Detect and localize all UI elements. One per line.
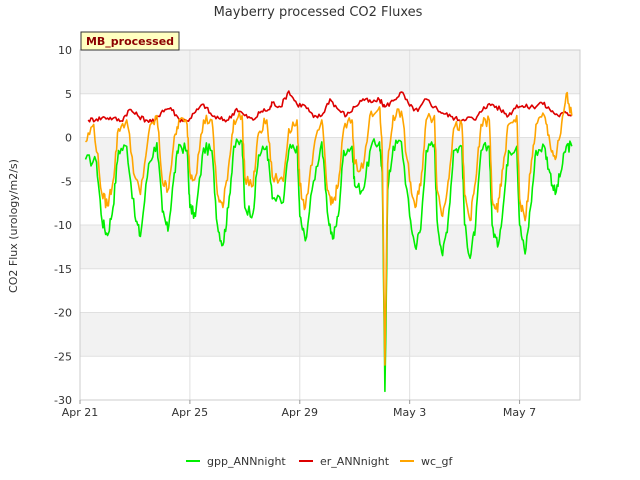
x-tick-labels: Apr 21 Apr 25 Apr 29 May 3 May 7 — [62, 400, 536, 419]
plot-band — [80, 312, 580, 357]
x-tick-label: Apr 21 — [62, 406, 99, 419]
legend-label: wc_gf — [421, 455, 454, 468]
tag-label-box: MB_processed — [80, 31, 180, 51]
x-tick-label: May 7 — [503, 406, 536, 419]
series-line-gpp_ANNnight — [84, 138, 573, 393]
series-lines — [84, 90, 573, 393]
series-line-er_ANNnight — [87, 90, 573, 123]
y-axis-label: CO2 Flux (urology/m2/s) — [7, 159, 20, 293]
plot-frame — [79, 49, 581, 401]
plot-band — [80, 137, 580, 182]
x-tick-label: May 3 — [393, 406, 426, 419]
x-tick-label: Apr 29 — [282, 406, 319, 419]
y-tick-label: 5 — [65, 88, 72, 101]
y-tick-label: -5 — [61, 175, 72, 188]
x-tick-label: Apr 25 — [172, 406, 209, 419]
legend-label: er_ANNnight — [320, 455, 390, 468]
y-tick-label: -25 — [54, 350, 72, 363]
y-tick-label: 10 — [58, 44, 72, 57]
chart-title: Mayberry processed CO2 Fluxes — [214, 5, 423, 20]
y-tick-label: 0 — [65, 132, 72, 145]
y-tick-label: -10 — [54, 219, 72, 232]
y-tick-label: -15 — [54, 263, 72, 276]
tag-box — [80, 31, 180, 51]
y-tick-labels: 10 5 0 -5 -10 -15 -20 -25 -30 — [54, 44, 72, 407]
tag-text: MB_processed — [86, 35, 174, 48]
series-line-wc_gf — [84, 91, 573, 366]
y-tick-label: -20 — [54, 307, 72, 320]
legend: gpp_ANNnight er_ANNnight wc_gf — [186, 455, 454, 468]
plot-band — [80, 50, 580, 94]
legend-label: gpp_ANNnight — [207, 455, 286, 468]
y-tick-label: -30 — [54, 394, 72, 407]
